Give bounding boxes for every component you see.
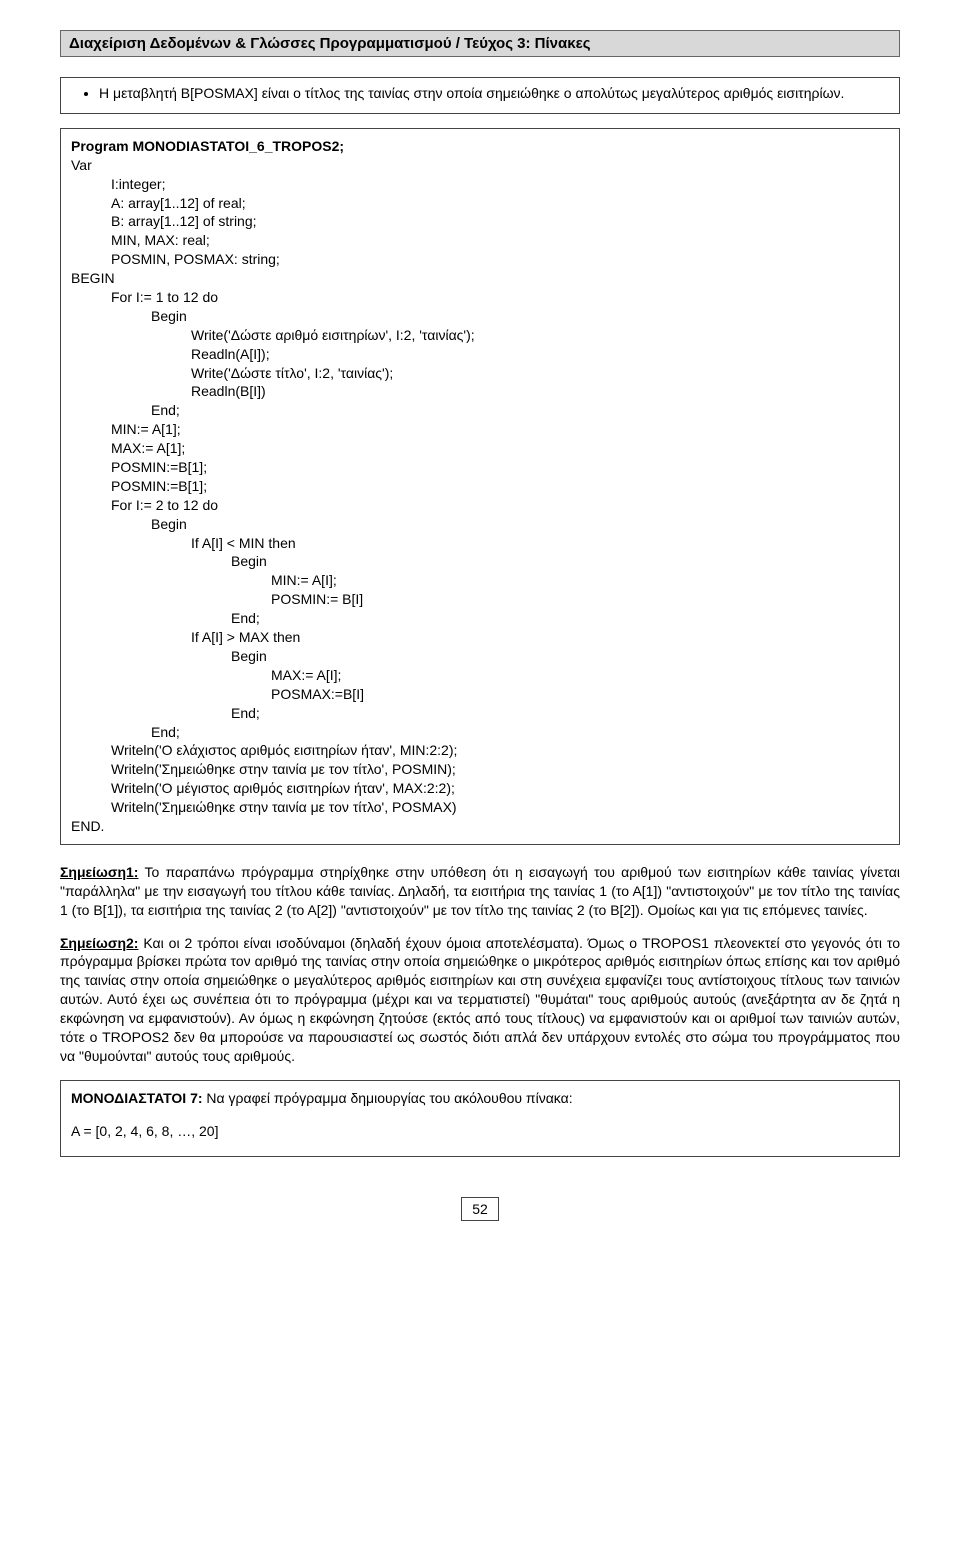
code-line: POSMIN:=B[1]; [71,458,889,477]
code-line: Begin [71,552,889,571]
note-2-label: Σημείωση2: [60,935,138,951]
note-2: Σημείωση2: Και οι 2 τρόποι είναι ισοδύνα… [60,934,900,1066]
code-line: End; [71,704,889,723]
code-line: END. [71,817,889,836]
exercise-box: ΜΟΝΟΔΙΑΣΤΑΤΟΙ 7: Να γραφεί πρόγραμμα δημ… [60,1080,900,1157]
note-1-label: Σημείωση1: [60,864,138,880]
code-line: Writeln('O μέγιστος αριθμός εισιτηρίων ή… [71,779,889,798]
code-line: End; [71,609,889,628]
code-line: Readln(A[I]); [71,345,889,364]
code-line: Readln(B[I]) [71,382,889,401]
exercise-title: ΜΟΝΟΔΙΑΣΤΑΤΟΙ 7: [71,1090,203,1106]
code-line: For I:= 2 to 12 do [71,496,889,515]
page-number-box: 52 [60,1197,900,1221]
page-header: Διαχείριση Δεδομένων & Γλώσσες Προγραμμα… [60,30,900,57]
code-line: BEGIN [71,269,889,288]
intro-bullet-box: H μεταβλητή B[POSMAX] είναι ο τίτλος της… [60,77,900,114]
code-line: Writeln('Σημειώθηκε στην ταινία με τον τ… [71,760,889,779]
bullet-item: H μεταβλητή B[POSMAX] είναι ο τίτλος της… [99,84,889,103]
code-line: MAX:= A[I]; [71,666,889,685]
code-line: Begin [71,307,889,326]
note-1-text: Το παραπάνω πρόγραμμα στηρίχθηκε στην υπ… [60,864,900,918]
code-line: I:integer; [71,175,889,194]
code-line: Begin [71,515,889,534]
code-line: Writeln('Σημειώθηκε στην ταινία με τον τ… [71,798,889,817]
code-line: MIN:= A[1]; [71,420,889,439]
code-line: If A[I] > MAX then [71,628,889,647]
code-line: Program MONODIASTATOI_6_TROPOS2; [71,137,889,156]
code-line: Var [71,156,889,175]
note-1: Σημείωση1: Το παραπάνω πρόγραμμα στηρίχθ… [60,863,900,920]
code-line: For I:= 1 to 12 do [71,288,889,307]
code-line: B: array[1..12] of string; [71,212,889,231]
code-line: POSMIN:= B[I] [71,590,889,609]
code-line: POSMAX:=B[I] [71,685,889,704]
code-line: End; [71,723,889,742]
code-line: End; [71,401,889,420]
code-listing: Program MONODIASTATOI_6_TROPOS2;VarI:int… [60,128,900,845]
code-line: Write('Δώστε αριθμό εισιτηρίων', I:2, 'τ… [71,326,889,345]
exercise-array: A = [0, 2, 4, 6, 8, …, 20] [71,1122,889,1142]
page-number: 52 [461,1197,499,1221]
header-title: Διαχείριση Δεδομένων & Γλώσσες Προγραμμα… [69,35,591,52]
code-line: POSMIN:=B[1]; [71,477,889,496]
code-line: MAX:= A[1]; [71,439,889,458]
code-line: POSMIN, POSMAX: string; [71,250,889,269]
code-line: If A[I] < MIN then [71,534,889,553]
note-2-text: Και οι 2 τρόποι είναι ισοδύναμοι (δηλαδή… [60,935,900,1064]
code-line: Writeln('O ελάχιστος αριθμός εισιτηρίων … [71,741,889,760]
code-line: MIN:= A[I]; [71,571,889,590]
code-line: A: array[1..12] of real; [71,194,889,213]
code-line: Write('Δώστε τίτλο', I:2, 'ταινίας'); [71,364,889,383]
code-line: MIN, MAX: real; [71,231,889,250]
exercise-text: Να γραφεί πρόγραμμα δημιουργίας του ακόλ… [203,1090,573,1106]
code-line: Begin [71,647,889,666]
